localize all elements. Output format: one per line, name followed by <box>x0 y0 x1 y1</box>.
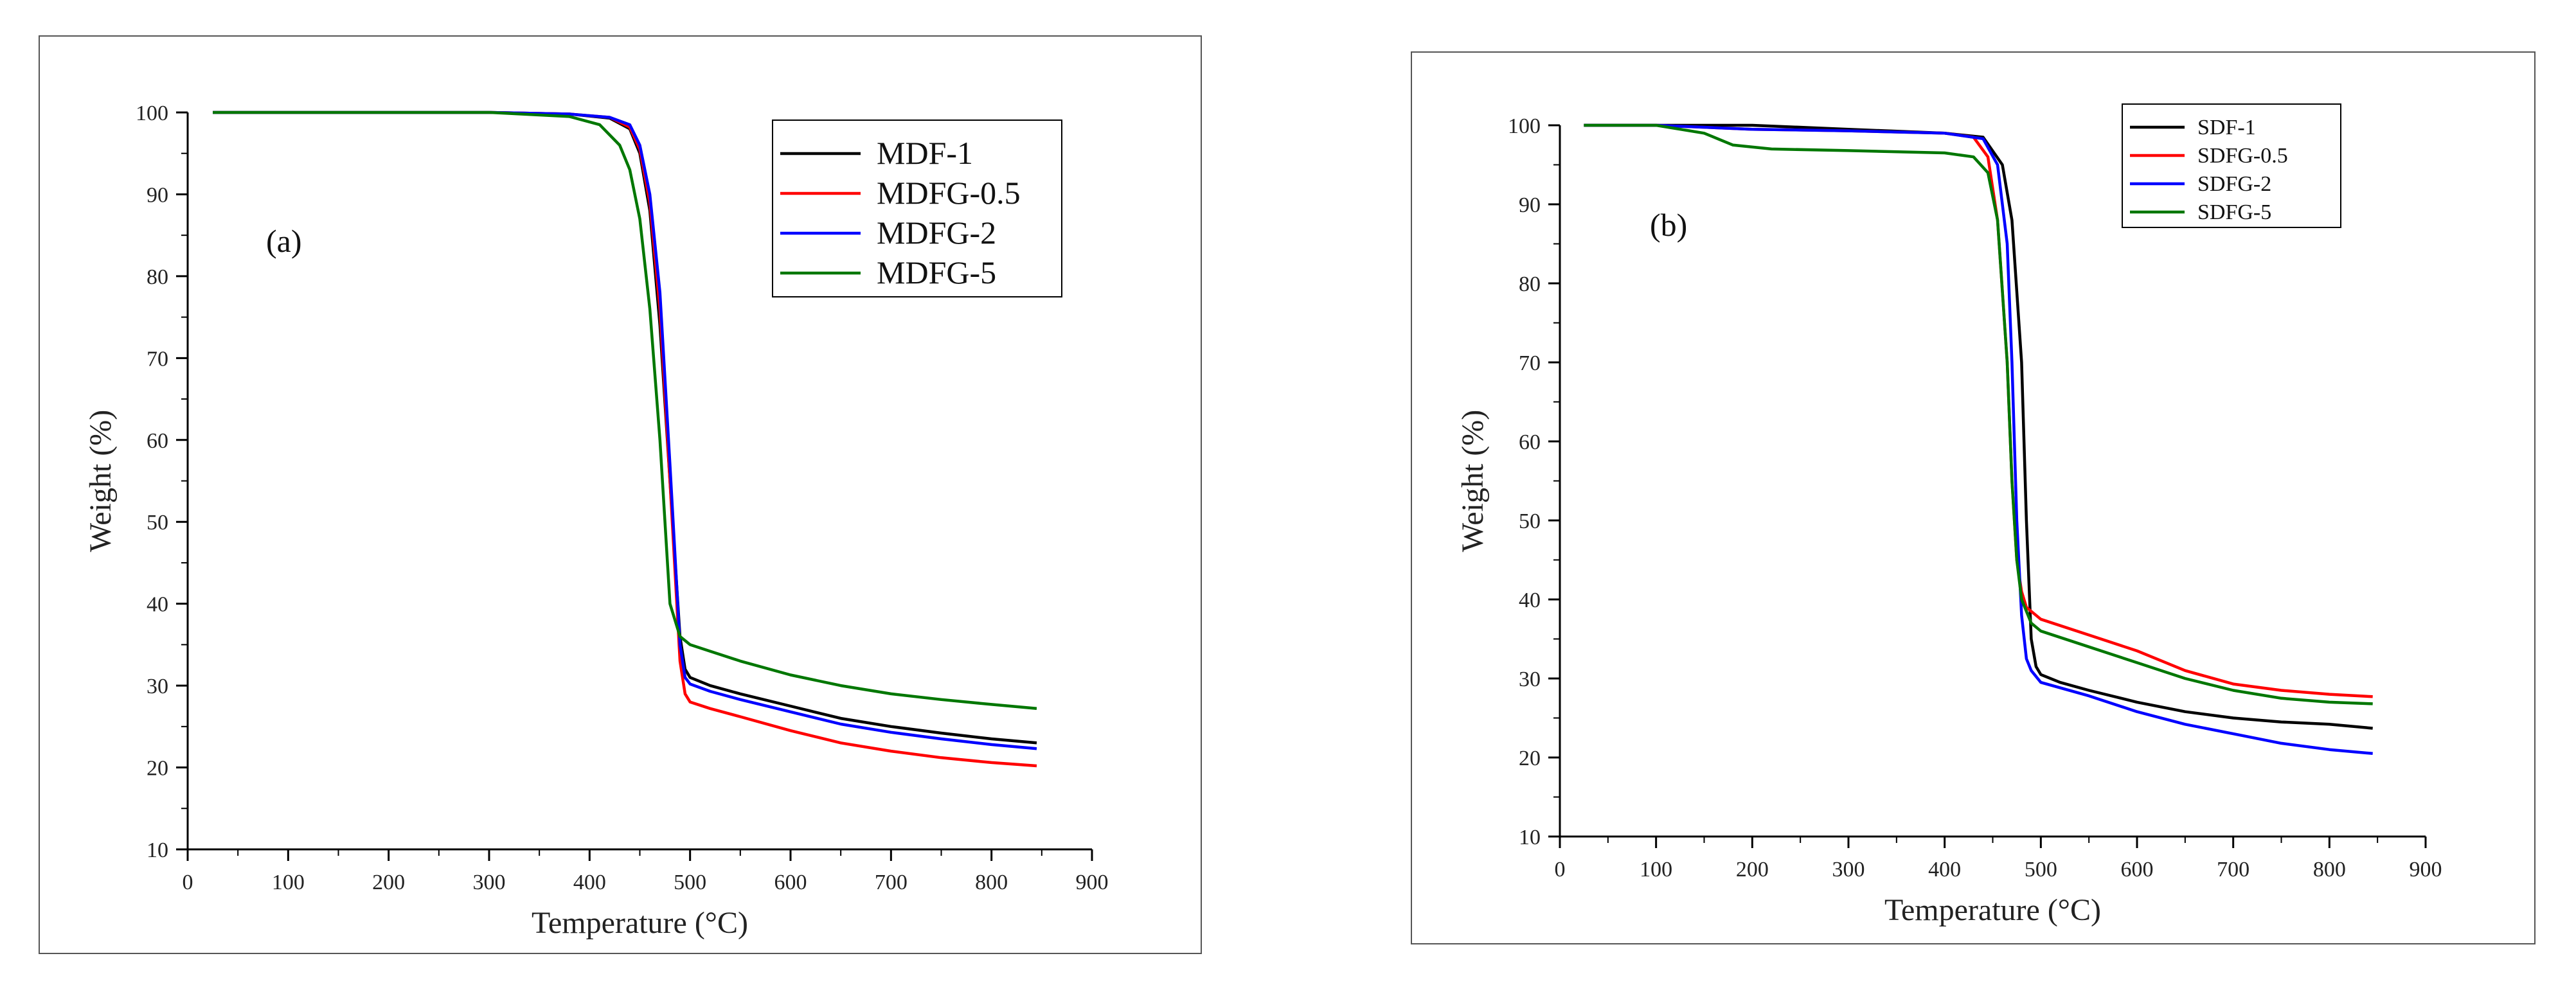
y-tick-label: 100 <box>1508 114 1541 138</box>
x-tick-label: 300 <box>473 871 506 894</box>
legend-label: MDFG-0.5 <box>877 175 1021 211</box>
y-tick-label: 20 <box>1519 747 1541 770</box>
x-tick-label: 100 <box>1640 858 1672 881</box>
y-tick-label: 60 <box>1519 430 1541 454</box>
x-axis-title: Temperature (°C) <box>532 906 748 940</box>
y-axis-title: Weight (%) <box>1456 410 1490 552</box>
x-tick-label: 700 <box>875 871 908 894</box>
legend-label: SDFG-5 <box>2197 200 2271 224</box>
y-tick-label: 90 <box>147 183 168 207</box>
y-tick-label: 40 <box>1519 589 1541 612</box>
y-axis-title: Weight (%) <box>84 410 118 552</box>
legend-label: MDFG-2 <box>877 215 996 251</box>
x-tick-label: 0 <box>1555 858 1566 881</box>
x-tick-label: 600 <box>774 871 807 894</box>
legend-label: SDFG-2 <box>2197 172 2271 196</box>
x-tick-label: 400 <box>573 871 606 894</box>
y-tick-label: 100 <box>136 102 168 125</box>
x-tick-label: 0 <box>183 871 193 894</box>
x-tick-label: 300 <box>1832 858 1865 881</box>
chart-panel-b: 0 100 200 300 400 500 600 700 800 900 10 20 30 40 50 60… <box>1411 51 2536 944</box>
x-tick-label: 100 <box>272 871 305 894</box>
x-tick-label: 200 <box>372 871 405 894</box>
series-line-mdfg-5 <box>213 111 1037 711</box>
legend-label: SDF-1 <box>2197 116 2256 139</box>
y-tick-label: 70 <box>147 347 168 371</box>
y-tick-label: 40 <box>147 593 168 617</box>
x-axis-title: Temperature (°C) <box>1884 893 2101 927</box>
y-tick-label: 70 <box>1519 351 1541 375</box>
x-tick-label: 500 <box>674 871 706 894</box>
x-tick-label: 800 <box>975 871 1008 894</box>
series-line-sdfg-2 <box>1584 123 2373 756</box>
x-tick-label: 400 <box>1928 858 1961 881</box>
x-tick-label: 500 <box>2025 858 2057 881</box>
legend-label: MDFG-5 <box>877 254 996 290</box>
legend-label: SDFG-0.5 <box>2197 144 2288 168</box>
panel-label-a: (a) <box>266 223 302 259</box>
y-tick-label: 30 <box>1519 668 1541 691</box>
y-tick-label: 50 <box>147 511 168 535</box>
y-tick-label: 90 <box>1519 193 1541 217</box>
legend-box <box>2122 103 2341 228</box>
y-tick-label: 60 <box>147 429 168 453</box>
panel-label-b: (b) <box>1650 207 1687 243</box>
y-tick-label: 80 <box>147 265 168 289</box>
chart-b-svg: 0 100 200 300 400 500 600 700 800 900 10 20 30 40 50 60… <box>1456 103 2442 927</box>
legend-label: MDF-1 <box>877 135 973 171</box>
x-tick-label: 900 <box>1076 871 1109 894</box>
y-tick-label: 20 <box>147 757 168 781</box>
y-tick-label: 50 <box>1519 509 1541 533</box>
y-tick-label: 80 <box>1519 272 1541 296</box>
legend-box <box>772 120 1062 297</box>
y-tick-label: 10 <box>147 838 168 862</box>
x-tick-label: 600 <box>2121 858 2154 881</box>
chart-panel-a: 0 100 200 300 400 500 600 700 800 900 10 20 30 40 50 60… <box>39 35 1202 954</box>
y-tick-label: 30 <box>147 675 168 698</box>
series-line-sdfg-5 <box>1584 123 2373 705</box>
x-tick-label: 800 <box>2313 858 2346 881</box>
chart-a-svg: 0 100 200 300 400 500 600 700 800 900 10 20 30 40 50 60… <box>84 102 1109 940</box>
x-tick-label: 200 <box>1736 858 1769 881</box>
x-tick-label: 700 <box>2217 858 2250 881</box>
y-tick-label: 10 <box>1519 826 1541 849</box>
x-tick-label: 900 <box>2410 858 2442 881</box>
